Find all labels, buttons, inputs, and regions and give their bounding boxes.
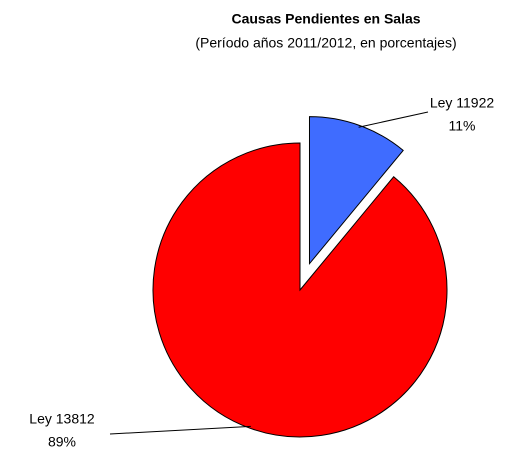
slice-value-label: 11%	[449, 118, 476, 134]
chart-subtitle: (Período años 2011/2012, en porcentajes)	[195, 35, 456, 51]
chart-title: Causas Pendientes en Salas	[231, 11, 420, 27]
pie-slice	[152, 142, 448, 438]
pie-slice	[308, 116, 404, 266]
leader-line	[358, 111, 429, 128]
slice-label: Ley 11922	[430, 95, 495, 111]
slice-value-label: 89%	[48, 434, 76, 450]
slice-label: Ley 13812	[29, 411, 95, 427]
leader-line	[109, 425, 251, 435]
